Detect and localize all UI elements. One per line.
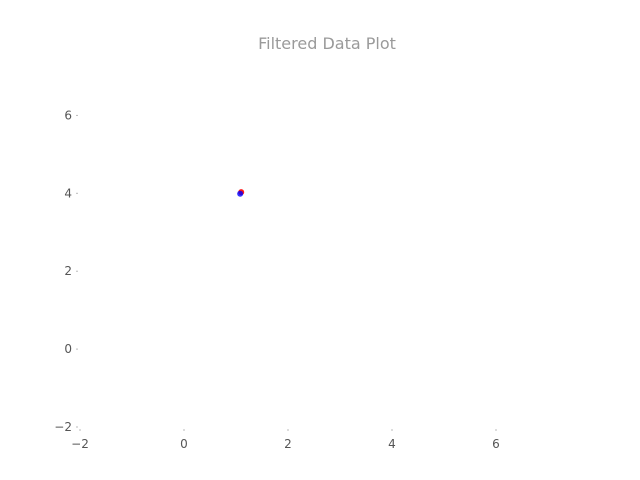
y-tick-label: −2 [54,420,72,434]
x-tick-label: 2 [284,437,292,451]
x-tick-label: 6 [492,437,500,451]
x-tick-label: 0 [180,437,188,451]
y-tick-label: 4 [64,186,72,200]
data-points [237,189,245,197]
y-tick-label: 2 [64,264,72,278]
x-tick-label: −2 [71,437,89,451]
chart-title: Filtered Data Plot [258,34,396,53]
x-tick-label: 4 [388,437,396,451]
y-tick-label: 6 [64,108,72,122]
y-tick-label: 0 [64,342,72,356]
data-point [237,190,244,197]
x-axis-ticks: −2 0 2 4 6 [71,429,500,451]
y-axis-ticks: −2 0 2 4 6 [54,108,78,434]
